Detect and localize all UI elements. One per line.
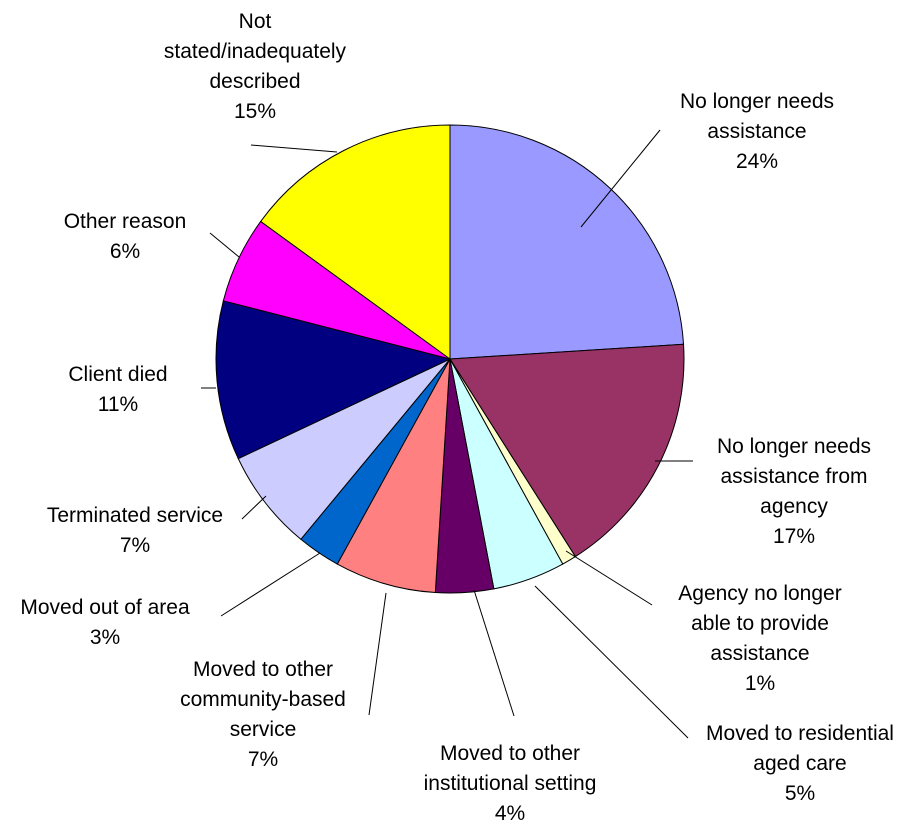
leader-line (241, 495, 267, 520)
slice-label-line: service (230, 718, 297, 741)
slice-label-line: assistance (707, 120, 806, 143)
slice-label: Moved to residential aged care 5% (706, 722, 894, 805)
slice-percent: 6% (110, 240, 140, 263)
leader-line (473, 589, 515, 717)
leader-line (565, 550, 653, 606)
leader-line (580, 129, 661, 228)
slice-label-line: Not (239, 10, 272, 33)
slice-percent: 15% (234, 100, 276, 123)
slice-label-line: Moved to other (440, 742, 580, 765)
leader-line (368, 592, 387, 716)
pie-slice (449, 124, 685, 360)
leader-lines (201, 129, 693, 739)
slice-label-line: able to provide (691, 612, 829, 635)
slice-label-line: aged care (753, 752, 846, 775)
slice-label-line: Moved to residential (706, 722, 894, 745)
slice-label: Terminated service 7% (47, 504, 223, 557)
slice-label-line: community-based (180, 688, 346, 711)
slice-percent: 3% (90, 626, 120, 649)
slice-label: Other reason 6% (64, 210, 187, 263)
slice-label-line: Terminated service (47, 504, 223, 527)
slice-label-line: institutional setting (424, 772, 597, 795)
slice-label-line: agency (760, 495, 828, 518)
slice-label-line: Agency no longer (678, 582, 841, 605)
slice-label: Agency no longer able to provide assistanc… (678, 582, 841, 695)
pie-slices (215, 124, 685, 594)
slice-label-line: No longer needs (680, 90, 834, 113)
slice-label-line: Moved out of area (20, 596, 190, 619)
slice-label: No longer needs assistance 24% (680, 90, 834, 173)
slice-percent: 24% (736, 150, 778, 173)
slice-percent: 17% (773, 525, 815, 548)
slice-label: No longer needs assistance from agency 17% (717, 435, 871, 548)
slice-labels: No longer needs assistance 24%No longer ne… (20, 10, 894, 825)
pie-slice (449, 343, 685, 558)
slice-label: Moved to other institutional setting 4% (424, 742, 597, 825)
slice-label-line: assistance from (720, 465, 867, 488)
slice-label-line: stated/inadequately (164, 40, 347, 63)
slice-label: Moved to other community-based service 7% (180, 658, 346, 771)
pie-slice (215, 300, 452, 460)
pie-slice (237, 358, 451, 541)
leader-line (220, 552, 321, 617)
slice-label-line: Other reason (64, 210, 187, 233)
slice-percent: 4% (495, 802, 525, 825)
slice-percent: 7% (120, 534, 150, 557)
leader-line (209, 232, 240, 258)
slice-percent: 1% (745, 672, 775, 695)
leader-line (250, 144, 338, 153)
slice-label-line: assistance (710, 642, 809, 665)
slice-label-line: Moved to other (193, 658, 333, 681)
slice-label: Moved out of area 3% (20, 596, 190, 649)
slice-label: Not stated/inadequately described 15% (164, 10, 347, 123)
slice-label-line: No longer needs (717, 435, 871, 458)
slice-label: Client died 11% (68, 363, 167, 416)
slice-percent: 11% (98, 393, 138, 416)
slice-percent: 5% (785, 782, 815, 805)
slice-label-line: described (209, 70, 300, 93)
slice-label-line: Client died (68, 363, 167, 386)
leader-line (534, 585, 689, 739)
slice-percent: 7% (248, 748, 278, 771)
pie-slice (336, 358, 451, 594)
pie-slice (259, 124, 451, 360)
